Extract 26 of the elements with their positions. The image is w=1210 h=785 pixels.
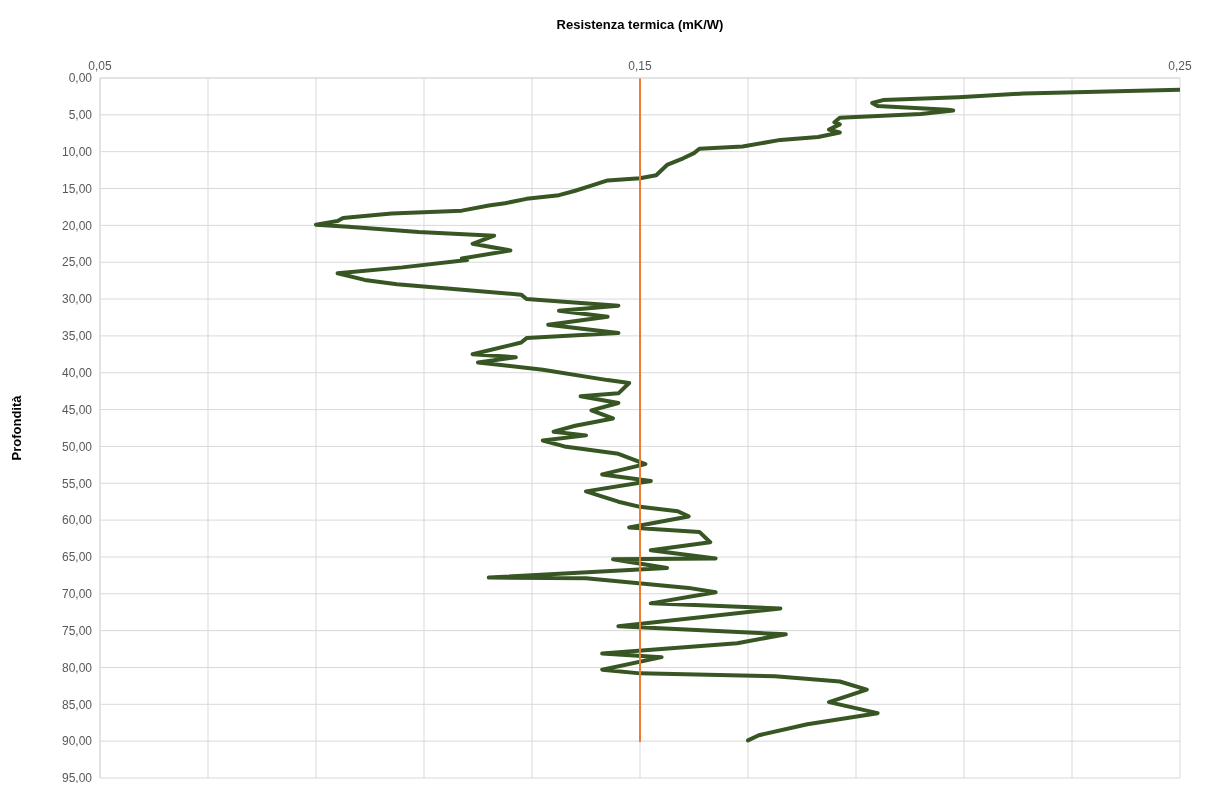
y-tick-label: 60,00	[61, 513, 93, 528]
y-tick-label: 55,00	[61, 476, 93, 491]
y-tick-label: 45,00	[61, 402, 93, 417]
x-axis-title: Resistenza termica (mK/W)	[556, 17, 724, 33]
y-tick-label: 25,00	[61, 255, 93, 270]
y-tick-label: 20,00	[61, 218, 93, 233]
y-tick-label: 90,00	[61, 734, 93, 749]
y-tick-label: 40,00	[61, 366, 93, 380]
y-tick-label: 85,00	[61, 697, 93, 712]
x-tick-label: 0,15	[628, 59, 652, 73]
y-tick-label: 75,00	[61, 623, 93, 638]
y-axis-title: Profondità	[8, 394, 24, 461]
y-tick-label: 65,00	[61, 550, 93, 565]
x-tick-label: 0,25	[1168, 59, 1192, 73]
y-tick-label: 5,00	[68, 108, 93, 123]
y-tick-label: 80,00	[61, 660, 93, 675]
y-tick-label: 50,00	[61, 439, 93, 454]
y-tick-label: 70,00	[61, 587, 93, 602]
y-tick-label: 30,00	[61, 292, 93, 307]
y-tick-label: 15,00	[61, 181, 93, 196]
y-tick-label: 35,00	[61, 329, 93, 344]
line-series	[314, 87, 1180, 743]
y-tick-label: 95,00	[61, 771, 93, 785]
x-tick-label: 0,05	[88, 59, 112, 73]
y-tick-label: 10,00	[61, 144, 93, 159]
y-tick-label: 0,00	[68, 71, 93, 86]
